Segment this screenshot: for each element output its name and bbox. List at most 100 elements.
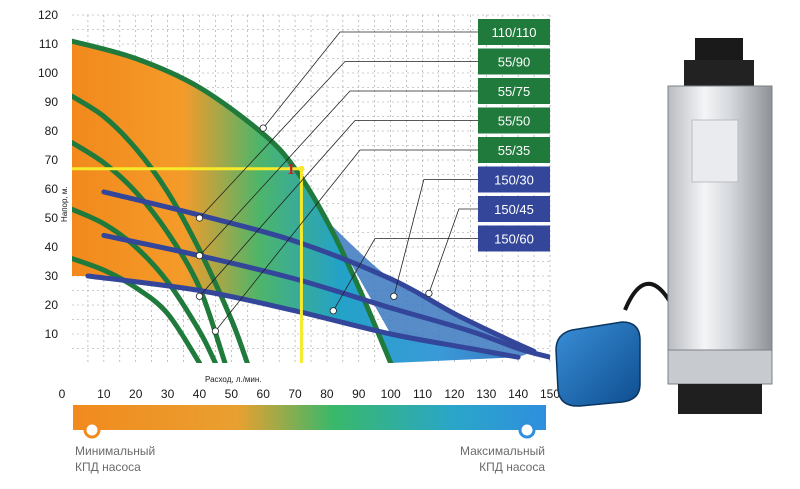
min-efficiency-label-line2: КПД насоса bbox=[75, 460, 141, 474]
y-tick-label: 80 bbox=[45, 124, 59, 138]
y-tick-label: 60 bbox=[45, 182, 59, 196]
series-label-55-90: 55/90 bbox=[478, 48, 550, 75]
x-tick-label: 140 bbox=[508, 387, 528, 401]
series-label-box bbox=[478, 107, 550, 134]
pump-inlet-band bbox=[667, 349, 773, 385]
operating-point-lines bbox=[72, 165, 305, 363]
series-curve-55-75 bbox=[72, 140, 228, 363]
leader-line bbox=[199, 120, 478, 297]
min-efficiency-label-line1: Минимальный bbox=[75, 444, 155, 458]
leader-dot bbox=[195, 292, 204, 300]
y-tick-label: 100 bbox=[38, 66, 58, 80]
pump-illustration bbox=[555, 38, 773, 414]
series-curve-55-50 bbox=[72, 206, 218, 363]
series-label-110-110: 110/110 bbox=[478, 19, 550, 45]
pump-base bbox=[678, 384, 762, 414]
x-tick-label: 150 bbox=[540, 387, 560, 401]
series-label-text: 150/45 bbox=[494, 202, 534, 217]
series-label-box bbox=[478, 19, 550, 45]
leader-line bbox=[262, 31, 478, 129]
leader-line bbox=[428, 208, 478, 294]
series-labels: 110/110 55/90 55/75 55/50 55/35 150/30 150/45 1… bbox=[478, 19, 550, 252]
operating-point-dot bbox=[298, 165, 305, 172]
y-tick-label: 70 bbox=[45, 153, 59, 167]
leader-dots bbox=[195, 124, 433, 335]
y-tick-label: 30 bbox=[45, 269, 59, 283]
x-tick-label: 70 bbox=[288, 387, 302, 401]
pump-sticker bbox=[691, 119, 739, 183]
y-tick-label: 110 bbox=[39, 37, 58, 51]
y-tick-label: 90 bbox=[45, 95, 59, 109]
series-label-text: 55/90 bbox=[498, 55, 531, 70]
leader-dot bbox=[390, 292, 398, 300]
series-label-text: 55/35 bbox=[498, 143, 531, 158]
y-tick-label: 50 bbox=[45, 211, 59, 225]
x-axis-ticks: 0 10 20 30 40 50 60 70 80 90 100 110 120 130 140 150 bbox=[59, 387, 561, 401]
series-label-text: 150/60 bbox=[494, 232, 534, 247]
series-label-text: 150/30 bbox=[494, 173, 534, 188]
x-tick-label: 40 bbox=[193, 387, 207, 401]
series-label-box bbox=[478, 137, 550, 163]
y-axis-title: Напор, м. bbox=[60, 186, 69, 222]
series-label-text: 55/50 bbox=[498, 114, 531, 129]
series-curve-55-90 bbox=[72, 93, 250, 363]
float-switch bbox=[555, 321, 641, 407]
leader-dot bbox=[329, 307, 337, 315]
leader-dot bbox=[425, 289, 433, 297]
leader-dot bbox=[195, 252, 204, 260]
series-label-150-30: 150/30 bbox=[478, 166, 550, 193]
min-efficiency-marker bbox=[83, 421, 101, 439]
efficiency-gradient-bar bbox=[73, 405, 546, 430]
y-tick-label: 10 bbox=[45, 327, 59, 341]
pump-cap bbox=[695, 38, 743, 64]
series-label-55-50: 55/50 bbox=[478, 107, 550, 134]
x-tick-label: 80 bbox=[320, 387, 334, 401]
x-axis-title: Расход, л./мин. bbox=[205, 375, 262, 384]
leader-line bbox=[332, 238, 478, 311]
leader-lines bbox=[199, 31, 478, 332]
series-label-55-75: 55/75 bbox=[478, 78, 550, 104]
x-tick-label: 30 bbox=[161, 387, 175, 401]
series-label-150-45: 150/45 bbox=[478, 196, 550, 222]
y-tick-label: 20 bbox=[45, 298, 59, 312]
y-tick-label: 120 bbox=[38, 8, 58, 22]
x-tick-label: 130 bbox=[476, 387, 496, 401]
leader-dot bbox=[259, 124, 267, 132]
efficiency-fill bbox=[72, 41, 519, 363]
y-tick-label: 40 bbox=[45, 240, 59, 254]
series-label-150-60: 150/60 bbox=[478, 225, 550, 252]
series-label-box bbox=[478, 196, 550, 222]
operating-point-label: 1 bbox=[287, 161, 295, 178]
max-efficiency-marker bbox=[518, 421, 536, 439]
series-label-box bbox=[478, 48, 550, 75]
x-tick-label: 50 bbox=[225, 387, 239, 401]
x-tick-label: 20 bbox=[129, 387, 143, 401]
leader-dot bbox=[195, 214, 204, 222]
x-tick-label: 90 bbox=[352, 387, 366, 401]
series-label-box bbox=[478, 225, 550, 252]
x-tick-label: 10 bbox=[97, 387, 111, 401]
series-curve-55-35 bbox=[72, 256, 202, 363]
leader-line bbox=[393, 179, 478, 297]
pump-neck bbox=[684, 60, 754, 88]
max-efficiency-label-line1: Максимальный bbox=[460, 444, 545, 458]
series-label-55-35: 55/35 bbox=[478, 137, 550, 163]
series-label-box bbox=[478, 166, 550, 193]
leader-dot bbox=[211, 327, 219, 335]
series-label-text: 55/75 bbox=[498, 84, 531, 99]
leader-line bbox=[199, 61, 478, 219]
x-tick-label: 120 bbox=[444, 387, 464, 401]
series-label-box bbox=[478, 78, 550, 104]
x-tick-label: 110 bbox=[413, 387, 432, 401]
x-tick-label: 60 bbox=[257, 387, 271, 401]
x-tick-label: 0 bbox=[59, 387, 66, 401]
max-efficiency-label-line2: КПД насоса bbox=[479, 460, 545, 474]
leader-line bbox=[199, 90, 478, 256]
x-tick-label: 100 bbox=[381, 387, 401, 401]
series-curve-150-60 bbox=[85, 273, 521, 360]
leader-line bbox=[215, 149, 478, 332]
y-axis-ticks: 10 20 30 40 50 60 70 80 90 100 110 120 bbox=[38, 8, 58, 341]
series-curve-110-110 bbox=[72, 38, 394, 363]
series-label-text: 110/110 bbox=[491, 25, 536, 40]
